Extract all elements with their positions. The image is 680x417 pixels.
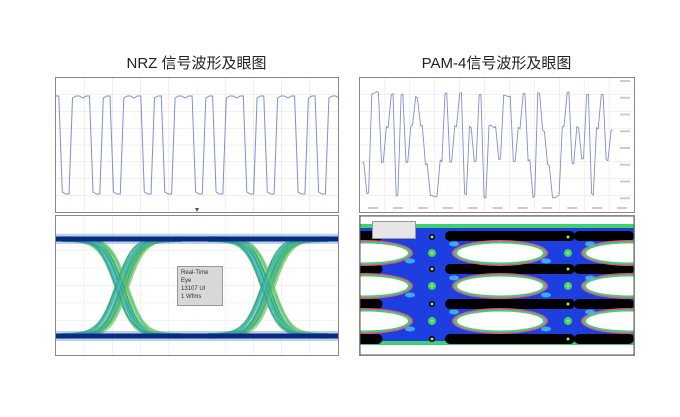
pam4-eye-top-margin <box>360 216 634 224</box>
pam4-eye-dark-band <box>574 299 634 309</box>
pam4-eye-crossing-core <box>566 302 570 306</box>
pam4-eye-crossing-core <box>566 319 570 323</box>
pam4-eye-crossing-core <box>430 267 434 271</box>
pam4-eye-opening <box>457 243 543 263</box>
axis-tick-label <box>620 163 630 166</box>
info-line: 13107 UI <box>181 286 206 292</box>
pam4-eye-bottom-margin <box>360 345 634 355</box>
axis-tick-label <box>517 207 528 209</box>
pam4-waveform-trace <box>361 90 613 199</box>
pam4-eye-transition-spot <box>541 258 551 264</box>
axis-tick-label <box>620 80 630 82</box>
pam4-eye-panel <box>359 215 635 356</box>
axis-tick-label <box>567 207 578 209</box>
axis-tick-label <box>620 96 630 99</box>
pam4-eye-crossing-core <box>566 235 570 239</box>
axis-tick-label <box>542 207 553 209</box>
axis-tick-label <box>620 147 630 149</box>
nrz-title: NRZ 信号波形及眼图 <box>126 55 267 72</box>
nrz-waveform-panel <box>55 77 339 213</box>
info-line: 1 Wfms <box>181 294 202 300</box>
axis-tick-label <box>620 113 630 116</box>
pam4-waveform-chart <box>360 78 634 212</box>
pam4-eye-dark-band <box>574 264 634 274</box>
nrz-waveform-chart <box>56 78 338 212</box>
pam4-eye-opening <box>586 243 634 263</box>
pam4-eye-transition-spot <box>449 275 459 281</box>
info-line: Real-Time Eye <box>181 270 209 284</box>
pam4-eye-opening <box>457 311 543 331</box>
pam4-eye-opening <box>360 276 408 296</box>
pam4-eye-dark-band <box>445 299 575 309</box>
pam4-eye-crossing-core <box>430 302 434 306</box>
pam4-eye-transition-spot <box>585 241 595 247</box>
nrz-eye-chart <box>56 216 338 355</box>
pam4-eye-dark-band <box>445 334 575 344</box>
pam4-eye-chart <box>360 216 634 355</box>
trigger-marker <box>195 208 199 212</box>
pam4-eye-dark-band <box>445 264 575 274</box>
pam4-eye-transition-spot <box>449 309 459 315</box>
pam4-eye-crossing-core <box>430 284 434 288</box>
pam4-eye-transition-spot <box>405 326 415 332</box>
pam4-eye-transition-spot <box>405 258 415 264</box>
pam4-eye-transition-spot <box>585 275 595 281</box>
nrz-eye-rail <box>56 236 338 242</box>
pam4-eye-dark-band <box>360 264 383 274</box>
pam4-eye-opening <box>586 311 634 331</box>
axis-tick-label <box>392 207 403 209</box>
nrz-eye-panel: Real-Time Eye 13107 UI 1 Wfms <box>55 215 339 356</box>
axis-tick-label <box>620 197 630 200</box>
axis-tick-label <box>467 207 478 209</box>
nrz-eye-rail <box>56 333 338 339</box>
pam4-eye-transition-spot <box>541 292 551 298</box>
pam4-title: PAM-4信号波形及眼图 <box>421 55 572 72</box>
axis-tick-label <box>620 180 630 183</box>
pam4-eye-transition-spot <box>405 292 415 298</box>
pam4-eye-crossing-core <box>430 251 434 255</box>
pam4-eye-transition-spot <box>541 326 551 332</box>
axis-tick-label <box>442 207 453 209</box>
pam4-eye-opening <box>360 243 408 263</box>
axis-tick-label <box>417 207 428 209</box>
pam4-eye-opening <box>586 276 634 296</box>
nrz-waveform-trace <box>56 95 338 195</box>
pam4-eye-dark-band <box>445 231 575 241</box>
pam4-eye-crossing-core <box>430 319 434 323</box>
pam4-eye-transition-spot <box>585 309 595 315</box>
pam4-eye-dark-band <box>360 334 383 344</box>
pam4-eye-opening <box>360 311 408 331</box>
pam4-eye-opening <box>457 276 543 296</box>
pam4-eye-dark-band <box>574 334 634 344</box>
pam4-eye-crossing-core <box>430 235 434 239</box>
pam4-eye-crossing-core <box>566 337 570 341</box>
axis-tick-label <box>592 207 603 209</box>
axis-tick-label <box>368 207 378 209</box>
pam4-eye-dark-band <box>574 231 634 241</box>
pam4-eye-crossing-core <box>566 251 570 255</box>
pam4-eye-transition-spot <box>449 241 459 247</box>
pam4-eye-dark-band <box>360 299 383 309</box>
axis-tick-label <box>492 207 503 209</box>
nrz-eye-info-box: Real-Time Eye 13107 UI 1 Wfms <box>177 266 223 306</box>
pam4-waveform-panel <box>359 77 635 213</box>
axis-tick-label <box>617 207 628 209</box>
axis-tick-label <box>620 130 630 133</box>
pam4-eye-crossing-core <box>566 267 570 271</box>
pam4-eye-crossing-core <box>430 337 434 341</box>
pam4-eye-top-rail <box>360 224 634 228</box>
pam4-eye-info-box <box>372 221 416 239</box>
pam4-eye-crossing-core <box>566 284 570 288</box>
